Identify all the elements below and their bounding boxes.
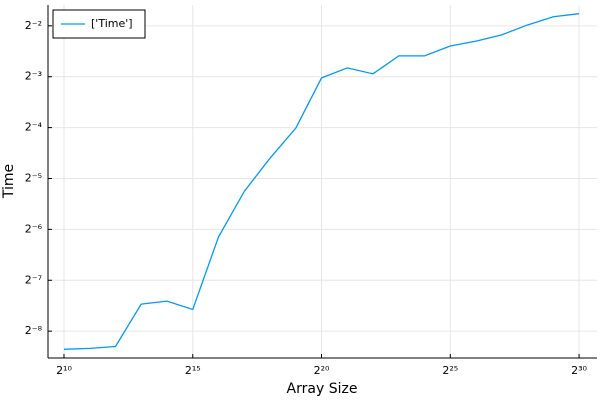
y-tick-label: 2⁻³ [25,70,42,83]
y-tick-label: 2⁻² [25,19,42,32]
y-tick-label: 2⁻⁴ [25,121,43,134]
x-tick-label: 2²⁵ [442,364,458,377]
y-tick-label: 2⁻⁶ [25,222,43,235]
x-tick-label: 2³⁰ [571,364,587,377]
x-tick-label: 2¹⁰ [56,364,72,377]
x-tick-label: 2²⁰ [314,364,330,377]
y-axis-label: Time [1,164,17,199]
y-tick-label: 2⁻⁵ [25,171,42,184]
y-tick-label: 2⁻⁷ [25,273,42,286]
y-tick-label: 2⁻⁸ [25,324,43,337]
data-line [63,13,580,350]
x-tick-label: 2¹⁵ [185,364,201,377]
legend-label: ['Time'] [91,17,133,30]
x-axis-label: Array Size [287,381,358,397]
